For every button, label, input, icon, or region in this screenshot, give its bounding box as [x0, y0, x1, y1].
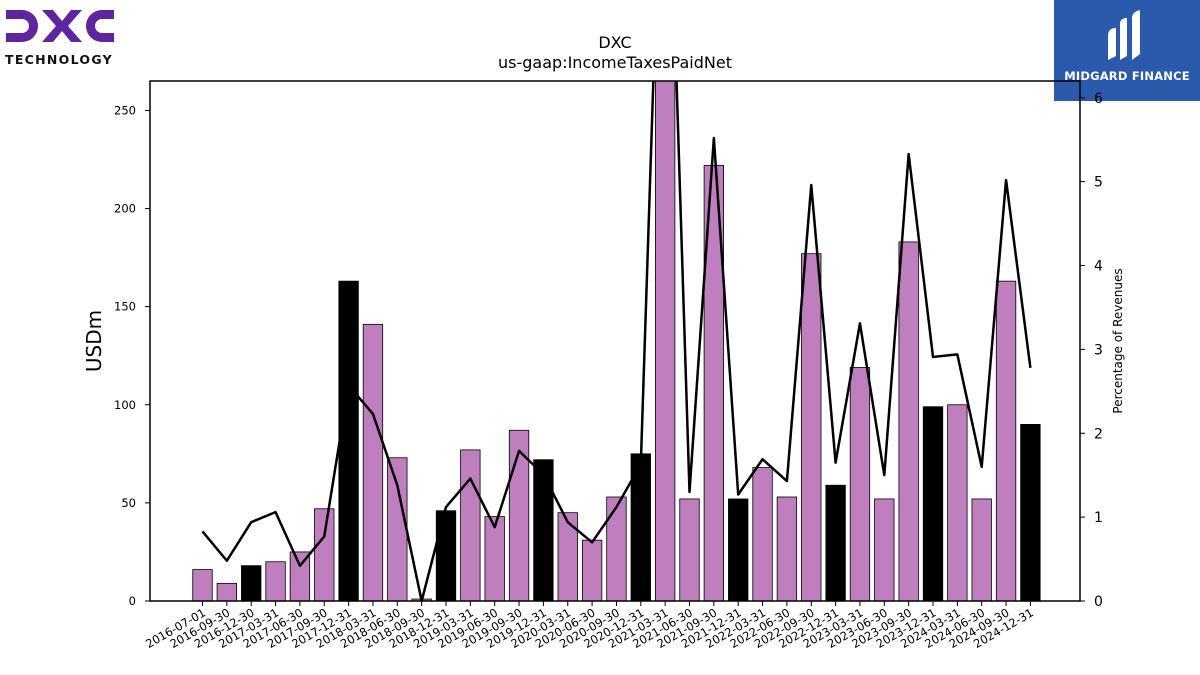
- y-tick-label: 50: [121, 496, 136, 510]
- dxc-logo-subtitle: TECHNOLOGY: [5, 52, 113, 67]
- chart-title: DXC: [598, 33, 631, 52]
- bar-2024-06-30: [971, 498, 992, 601]
- bar-2019-06-30: [484, 516, 505, 601]
- y2-tick-label: 2: [1094, 426, 1103, 442]
- dxc-wordmark-icon: [6, 10, 114, 42]
- bar-2021-03-31: [655, 81, 676, 601]
- bar-2020-06-30: [581, 539, 603, 601]
- y-axis-ticks: 0 50 100 150 200 250: [114, 103, 150, 608]
- y2-tick-label: 5: [1094, 175, 1103, 191]
- y2-tick-label: 1: [1094, 510, 1103, 526]
- bar-2020-09-30: [606, 496, 627, 601]
- y-axis-label: USDm: [82, 310, 106, 372]
- bar-2022-12-31: [825, 484, 846, 601]
- y2-tick-label: 0: [1094, 594, 1103, 610]
- x-axis-ticks: 2016-07-012016-09-302016-12-302017-03-31…: [143, 601, 1036, 651]
- percentage-line: [201, 81, 1032, 601]
- y2-tick-label: 3: [1094, 342, 1103, 358]
- chart-subtitle: us-gaap:IncomeTaxesPaidNet: [498, 53, 732, 72]
- bar-2021-12-31: [728, 498, 749, 601]
- bar-2019-03-31: [460, 449, 481, 601]
- y2-axis-ticks: 0 1 2 3 4 5 6: [1080, 91, 1103, 610]
- bar-2024-09-30: [995, 280, 1017, 601]
- bar-2023-03-31: [849, 367, 871, 601]
- midgard-mark-icon: [1108, 10, 1140, 60]
- bar-2017-06-30: [289, 551, 311, 601]
- y2-tick-label: 6: [1094, 91, 1103, 107]
- bar-2017-03-31: [265, 561, 286, 601]
- bar-2019-09-30: [508, 429, 530, 601]
- bar-2018-12-31: [435, 510, 457, 601]
- bar-2018-03-31: [362, 323, 384, 601]
- bar-2024-12-31: [1020, 423, 1041, 601]
- bar-2021-09-30: [703, 164, 724, 601]
- bar-2024-03-31: [947, 404, 968, 601]
- y2-tick-label: 4: [1094, 259, 1103, 275]
- bar-2020-03-31: [557, 512, 578, 601]
- bar-2021-06-30: [679, 498, 700, 601]
- y-tick-label: 0: [129, 594, 136, 608]
- midgard-finance-name: MIDGARD FINANCE: [1064, 69, 1190, 83]
- bar-2018-06-30: [387, 457, 408, 601]
- y-tick-label: 100: [114, 398, 136, 412]
- midgard-finance-logo: MIDGARD FINANCE: [1054, 0, 1200, 101]
- bar-2019-12-31: [533, 459, 554, 601]
- bar-2023-06-30: [874, 498, 895, 601]
- bar-series: [192, 81, 1041, 601]
- bar-2022-09-30: [801, 253, 822, 601]
- plot-border: [149, 80, 1081, 602]
- bar-2016-12-30: [241, 565, 262, 601]
- bar-2017-12-31: [338, 280, 359, 601]
- y2-axis-label: Percentage of Revenues: [1111, 268, 1125, 413]
- y-tick-label: 200: [114, 202, 136, 216]
- bar-2016-07-01: [192, 569, 213, 601]
- bar-2023-09-30: [898, 241, 919, 601]
- bar-2016-09-30: [216, 582, 238, 601]
- bar-2022-06-30: [776, 496, 798, 601]
- dxc-logo: TECHNOLOGY: [4, 4, 116, 68]
- y-tick-label: 250: [114, 103, 136, 117]
- plot-frame: [149, 80, 1081, 602]
- bar-2023-12-31: [922, 406, 944, 601]
- bar-2017-09-30: [314, 508, 335, 601]
- percentage-line-series: [201, 81, 1032, 601]
- bar-2022-03-31: [752, 467, 773, 601]
- y-tick-label: 150: [114, 300, 136, 314]
